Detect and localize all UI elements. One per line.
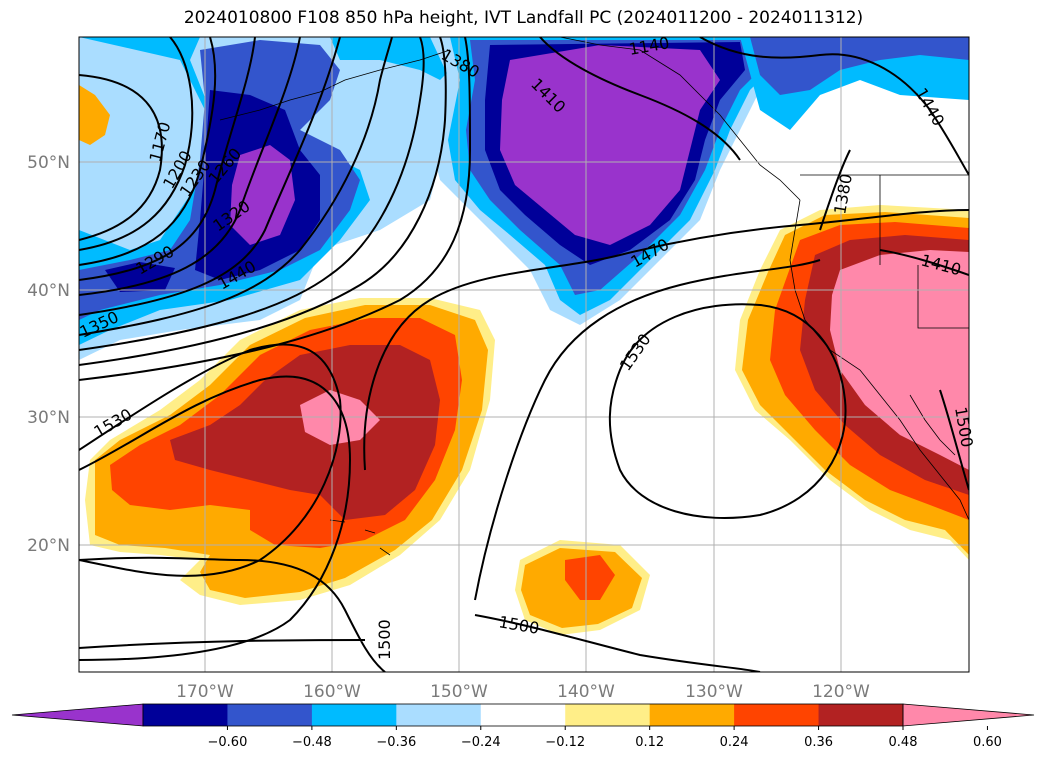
contour-label: 1500 bbox=[375, 619, 394, 660]
colorbar-swatch bbox=[227, 704, 313, 726]
colorbar-tick-label: 0.36 bbox=[804, 735, 833, 750]
colorbar-tick-label: 0.12 bbox=[635, 735, 664, 750]
pink-core-e bbox=[830, 250, 969, 470]
purple-core-nw bbox=[230, 145, 295, 245]
dark-red-band-sw bbox=[170, 345, 440, 520]
colorbar-tick-label: −0.60 bbox=[208, 735, 248, 750]
ivt-field bbox=[79, 37, 969, 672]
colorbar-swatch bbox=[143, 704, 228, 726]
longitude-labels: 170°W 160°W 150°W 140°W 130°W 120°W bbox=[176, 682, 870, 702]
lat-label: 30°N bbox=[27, 408, 70, 428]
red-orange-core-s bbox=[565, 555, 615, 600]
graticule bbox=[79, 37, 969, 672]
coastlines bbox=[219, 37, 969, 556]
colorbar-tick-label: −0.24 bbox=[461, 735, 501, 750]
lon-label: 140°W bbox=[557, 682, 615, 702]
colorbar-tick-label: 0.48 bbox=[889, 735, 918, 750]
colorbar: −0.60 −0.48 −0.36 −0.24 −0.12 0.12 0.24 0.36 0.4… bbox=[11, 703, 1035, 750]
colorbar-extend-high bbox=[902, 703, 1035, 727]
colorbar-swatch bbox=[649, 704, 735, 726]
map-frame bbox=[78, 36, 970, 673]
colorbar-swatch bbox=[818, 704, 904, 726]
lon-label: 150°W bbox=[430, 682, 488, 702]
colorbar-tick-label: −0.48 bbox=[292, 735, 332, 750]
colorbar-tick-label: 0.24 bbox=[720, 735, 749, 750]
colorbar-tick-label: −0.12 bbox=[545, 735, 585, 750]
height-contours bbox=[79, 37, 969, 672]
colorbar-frame bbox=[142, 703, 904, 727]
lat-label: 50°N bbox=[27, 153, 70, 173]
colorbar-swatch bbox=[734, 704, 820, 726]
blue-band-ne bbox=[750, 37, 969, 95]
colorbar-swatch bbox=[480, 704, 566, 726]
orange-patch-nw-edge bbox=[79, 85, 110, 145]
colorbar-swatch bbox=[565, 704, 651, 726]
lon-label: 120°W bbox=[812, 682, 870, 702]
colorbar-extend-low bbox=[11, 703, 144, 727]
colorbar-tick-label: −0.36 bbox=[376, 735, 416, 750]
lat-label: 20°N bbox=[27, 536, 70, 556]
latitude-labels: 50°N 40°N 30°N 20°N bbox=[27, 153, 70, 556]
lon-label: 130°W bbox=[685, 682, 743, 702]
map-title: 2024010800 F108 850 hPa height, IVT Land… bbox=[183, 8, 864, 28]
lon-label: 170°W bbox=[176, 682, 234, 702]
purple-core-n bbox=[500, 45, 720, 245]
colorbar-swatch bbox=[311, 704, 397, 726]
colorbar-swatch bbox=[396, 704, 482, 726]
lat-label: 40°N bbox=[27, 281, 70, 301]
lon-label: 160°W bbox=[303, 682, 361, 702]
colorbar-tick-label: 0.60 bbox=[973, 735, 1002, 750]
